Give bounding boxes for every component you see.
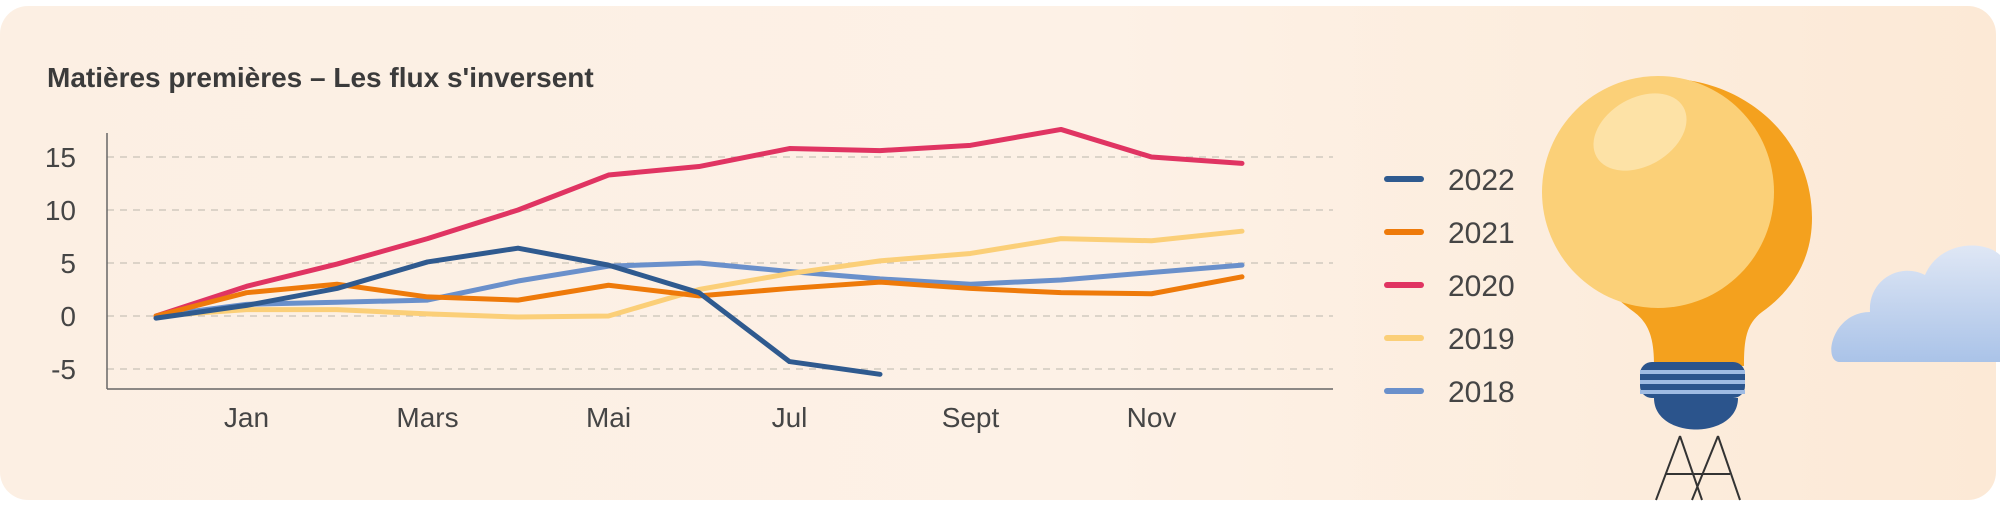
axes	[106, 133, 1333, 390]
series-line-2018	[153, 260, 1245, 319]
x-tick-labels: Jan Mars Mai Jul Sept Nov	[224, 402, 1176, 433]
x-tick-label: Mai	[586, 402, 631, 433]
series-line-2022	[153, 245, 883, 377]
series-line-2020	[153, 126, 1245, 319]
legend-label-2020: 2020	[1448, 270, 1515, 303]
x-tick-label: Jul	[772, 402, 808, 433]
x-tick-label: Jan	[224, 402, 269, 433]
chart-title: Matières premières – Les flux s'inversen…	[47, 62, 594, 93]
y-tick-label: 10	[45, 195, 76, 226]
y-tick-label: -5	[51, 354, 76, 385]
series-line-2021	[153, 274, 1245, 319]
x-tick-label: Mars	[396, 402, 458, 433]
series-line-2019	[153, 228, 1245, 320]
legend-label-2022: 2022	[1448, 164, 1515, 197]
light-bulb-icon	[1542, 76, 1812, 501]
legend-label-2021: 2021	[1448, 217, 1515, 250]
series-lines	[153, 126, 1245, 377]
y-tick-label: 5	[60, 248, 76, 279]
legend-label-2018: 2018	[1448, 376, 1515, 409]
x-tick-label: Nov	[1127, 402, 1177, 433]
legend: 2022 2021 2020 2019 2018	[1384, 164, 1515, 409]
x-tick-label: Sept	[942, 402, 1000, 433]
y-tick-labels: 15 10 5 0 -5	[45, 142, 76, 385]
y-tick-label: 0	[60, 301, 76, 332]
y-tick-label: 15	[45, 142, 76, 173]
legend-label-2019: 2019	[1448, 323, 1515, 356]
cloud-icon	[1831, 245, 2000, 362]
